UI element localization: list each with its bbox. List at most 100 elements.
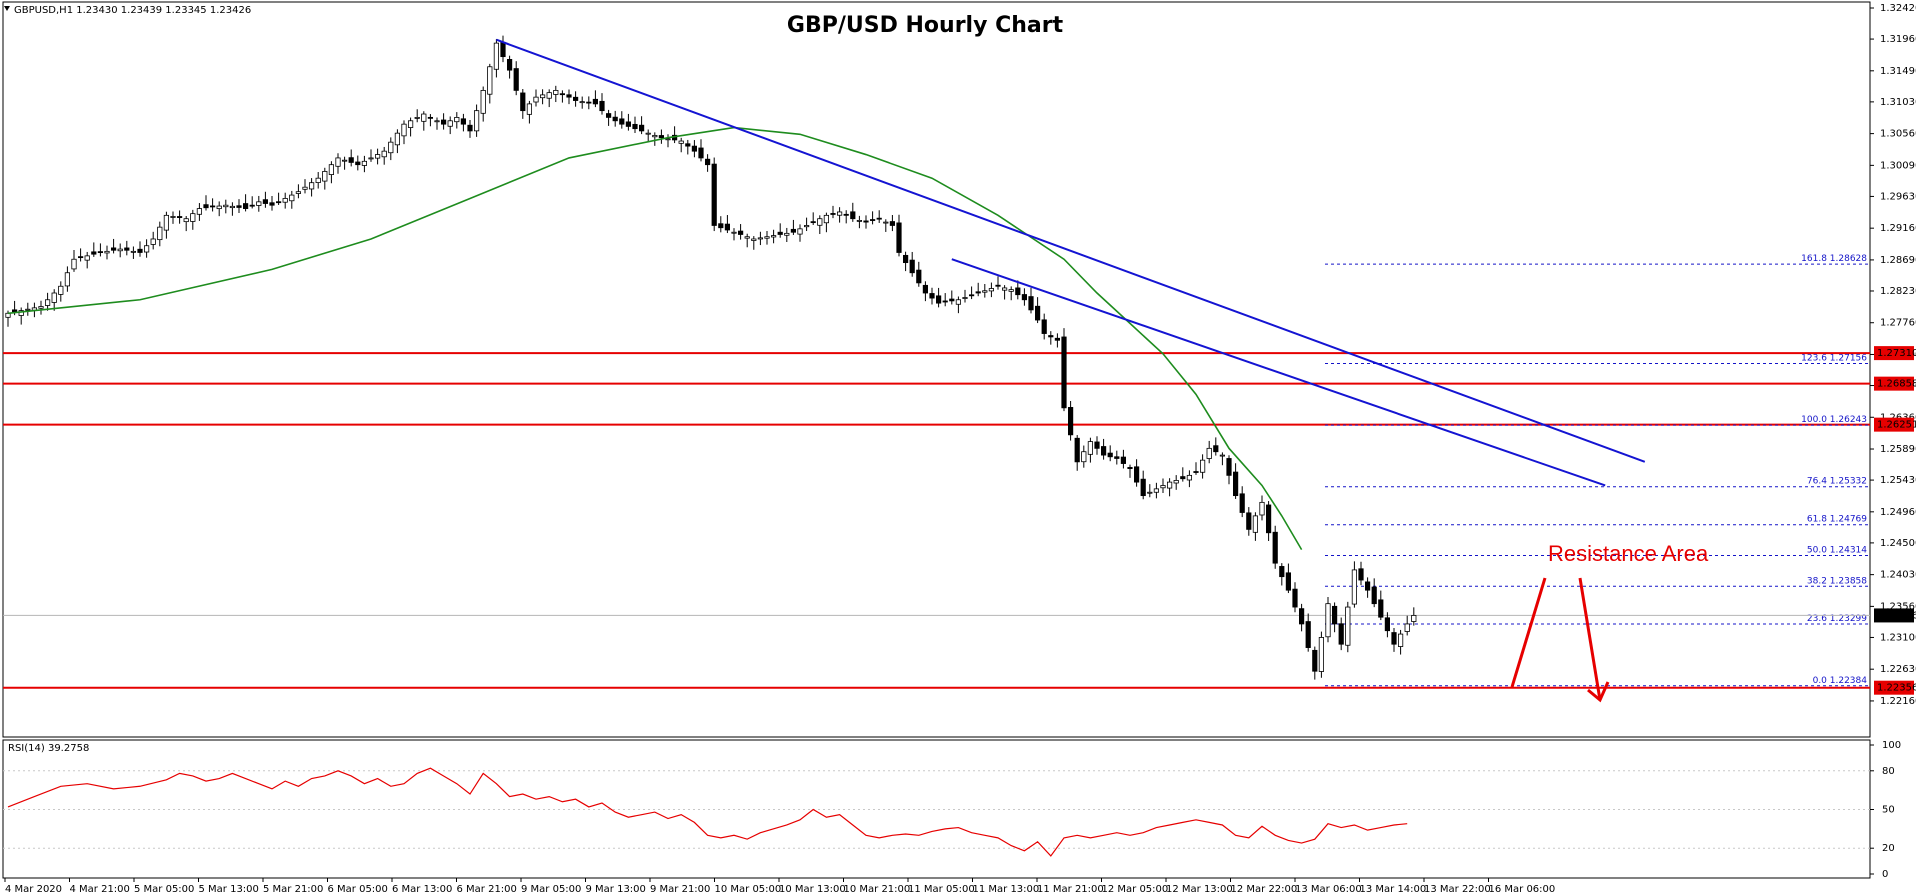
candle-body [942,300,948,303]
candle-body [480,89,486,114]
candle-body [797,228,803,235]
candle-body [1028,296,1034,311]
candle-body [1411,615,1417,622]
fib-level-label: 123.6 1.27156 [1801,354,1867,364]
candle-body [1213,445,1219,453]
candle-body [143,245,150,253]
price-axis-label: 1.32420 [1880,3,1916,14]
candle-body [804,225,810,228]
candle-body [995,284,1001,287]
candle-body [843,213,849,216]
candle-body [1101,446,1107,456]
rsi-label: RSI(14) 39.2758 [8,743,89,754]
candle-body [705,158,711,166]
candle-body [586,101,592,104]
price-tag-label: 1.22356 [1877,683,1916,694]
candle-body [909,259,915,274]
candle-body [579,101,585,104]
candle-body [381,150,387,158]
price-axis-label: 1.24960 [1880,507,1916,518]
candle-body [1279,566,1285,578]
candle-body [975,291,981,294]
candle-body [236,205,242,208]
candle-body [1384,617,1390,632]
candle-body [223,204,229,208]
time-axis-label: 12 Mar 22:00 [1231,884,1298,895]
candle-body [592,98,599,105]
candle-body [599,100,605,112]
candle-body [348,157,354,163]
candle-body [97,251,103,254]
candle-body [1318,637,1324,672]
candle-body [1081,451,1087,463]
candle-body [777,231,783,235]
time-axis-label: 13 Mar 14:00 [1360,884,1427,895]
candle-body [823,214,830,224]
trend-line-upper [496,38,1646,463]
candle-body [315,177,321,183]
price-panel-frame [2,1,1871,738]
candle-body [401,123,407,137]
candle-body [434,120,440,123]
candle-body [421,113,427,122]
candle-body [1074,437,1080,463]
candle-body [269,202,275,206]
time-axis-label: 5 Mar 05:00 [134,884,194,895]
candle-body [374,154,381,159]
candle-body [460,118,467,125]
candlestick-series [5,35,1417,680]
time-axis-label: 5 Mar 21:00 [263,884,323,895]
candle-body [678,140,684,144]
down-arrow [1578,577,1610,703]
candle-body [209,205,216,208]
candle-body [335,157,341,167]
candle-body [1173,480,1179,484]
time-axis-label: 4 Mar 2020 [5,884,62,895]
candle-body [1345,606,1351,646]
candle-body [493,42,500,70]
current-price-tag-bg [1874,608,1914,623]
rsi-axis-label: 100 [1882,740,1901,751]
candle-body [988,288,995,292]
candle-body [58,285,64,295]
rsi-axis-label: 80 [1882,766,1895,777]
candle-body [275,201,282,204]
price-tag-bg [1874,346,1914,361]
candle-body [1325,603,1331,638]
price-axis-label: 1.29630 [1880,191,1916,202]
candle-body [784,232,790,236]
time-axis-label: 6 Mar 13:00 [392,884,452,895]
candle-body [1378,599,1384,618]
candle-body [361,160,368,166]
candle-body [619,118,625,125]
candle-body [817,218,823,226]
collapse-triangle-icon[interactable] [4,6,10,11]
candle-body [1134,466,1140,483]
fib-level-label: 23.6 1.23299 [1807,614,1867,624]
candle-body [388,141,394,154]
candle-body [1048,335,1054,338]
candle-body [229,205,235,209]
candle-body [157,226,163,241]
candle-body [38,306,44,309]
candle-body [500,41,506,58]
candle-body [282,198,288,203]
candle-body [757,237,764,240]
candle-body [1021,294,1028,301]
candle-body [45,299,51,306]
candle-body [1219,454,1225,457]
price-axis-label: 1.24030 [1880,570,1916,581]
candle-body [1365,581,1371,591]
candle-body [810,221,816,224]
candle-body [487,66,493,95]
candle-body [949,298,955,302]
current-price-tag-label: 1.23426 [1877,610,1916,621]
candle-body [1246,512,1252,530]
candle-body [889,221,896,226]
chart-title: GBP/USD Hourly Chart [787,13,1064,38]
candle-body [955,299,962,305]
candle-body [645,132,651,135]
candle-body [1272,531,1278,564]
time-axis-label: 13 Mar 22:00 [1424,884,1491,895]
